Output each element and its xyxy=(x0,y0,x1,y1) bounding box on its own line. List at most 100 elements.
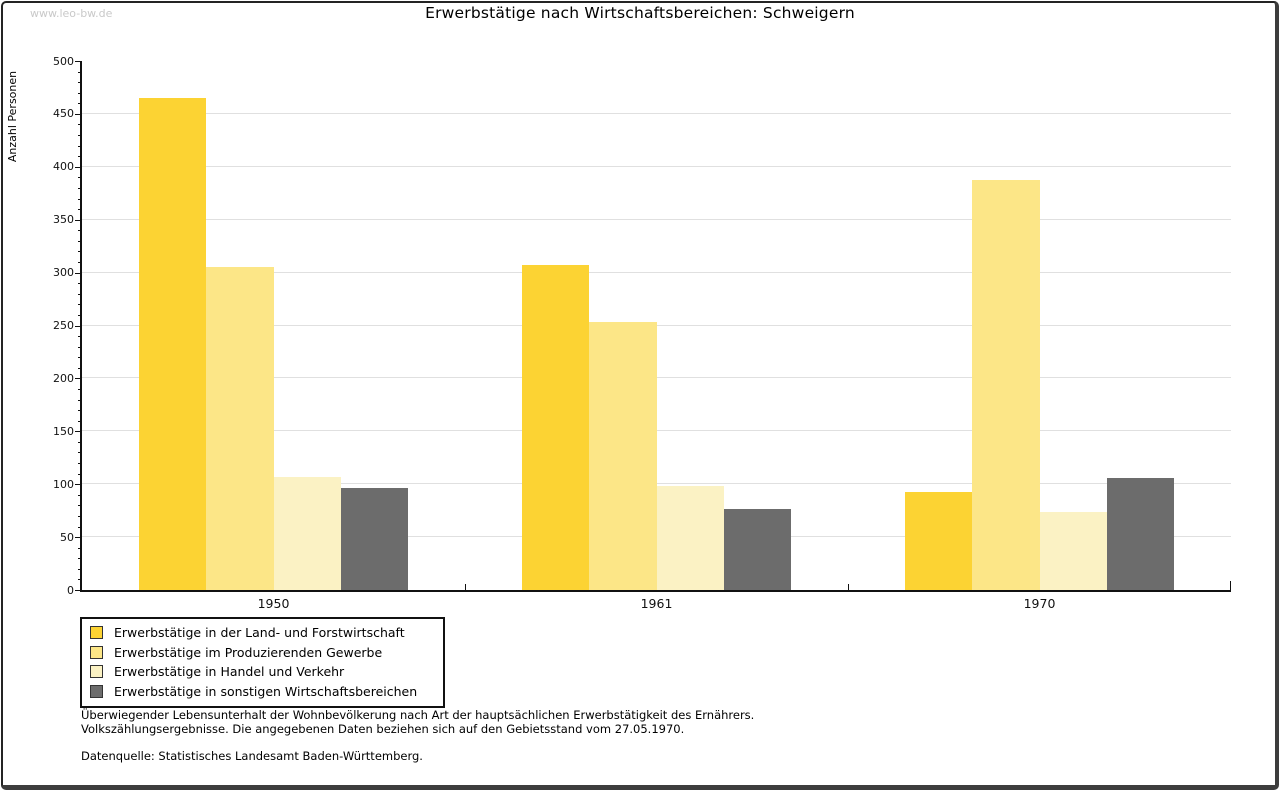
y-minor-tick xyxy=(78,388,82,390)
y-major-tick xyxy=(75,378,82,380)
y-tick-label: 50 xyxy=(60,530,74,544)
y-minor-tick xyxy=(78,135,82,137)
legend-item-label: Erwerbstätige in Handel und Verkehr xyxy=(114,664,345,680)
y-major-tick xyxy=(75,113,82,115)
y-tick-label: 0 xyxy=(67,583,74,597)
bar xyxy=(905,491,973,590)
y-minor-tick xyxy=(78,103,82,105)
y-minor-tick xyxy=(78,304,82,306)
watermark: www.leo-bw.de xyxy=(30,7,113,20)
bar xyxy=(1039,511,1107,590)
y-major-tick xyxy=(75,325,82,327)
y-minor-tick xyxy=(78,420,82,422)
y-major-tick xyxy=(75,166,82,168)
plot-area xyxy=(80,61,1231,592)
legend-swatch xyxy=(90,626,103,640)
y-gridline xyxy=(82,430,1231,432)
bar xyxy=(972,179,1040,590)
y-gridline xyxy=(82,165,1231,167)
legend-item: Erwerbstätige in Handel und Verkehr xyxy=(90,662,433,682)
y-minor-tick xyxy=(78,124,82,126)
legend-item-label: Erwerbstätige im Produzierenden Gewerbe xyxy=(114,644,383,660)
y-minor-tick xyxy=(78,463,82,465)
y-axis-label-text: Anzahl Personen xyxy=(6,70,20,162)
bar xyxy=(340,488,408,590)
bar xyxy=(723,508,791,590)
y-minor-tick xyxy=(78,346,82,348)
y-minor-tick xyxy=(78,473,82,475)
y-major-tick xyxy=(75,272,82,274)
y-axis-label: Anzahl Personen xyxy=(2,58,24,174)
y-major-tick xyxy=(75,484,82,486)
x-category-label: 1961 xyxy=(640,596,673,611)
bar xyxy=(522,265,590,590)
y-minor-tick xyxy=(78,515,82,517)
legend: Erwerbstätige in der Land- und Forstwirt… xyxy=(80,617,445,708)
y-major-tick xyxy=(75,61,82,62)
y-minor-tick xyxy=(78,262,82,264)
bar xyxy=(139,98,207,590)
y-minor-tick xyxy=(78,92,82,94)
legend-swatch xyxy=(90,684,103,698)
x-axis-tick xyxy=(848,584,849,590)
x-category-label: 1950 xyxy=(257,596,290,611)
bar xyxy=(1106,477,1174,590)
y-minor-tick xyxy=(78,71,82,73)
y-minor-tick xyxy=(78,410,82,412)
y-minor-tick xyxy=(78,452,82,454)
legend-item-label: Erwerbstätige in sonstigen Wirtschaftsbe… xyxy=(114,683,418,699)
y-gridline xyxy=(82,377,1231,379)
source-note: Datenquelle: Statistisches Landesamt Bad… xyxy=(81,749,423,763)
x-axis-tick xyxy=(465,584,466,590)
y-minor-tick xyxy=(78,156,82,158)
y-major-tick xyxy=(75,590,82,591)
bar xyxy=(206,267,274,590)
y-minor-tick xyxy=(78,336,82,338)
bar xyxy=(273,476,341,590)
y-tick-label: 250 xyxy=(53,319,74,332)
y-gridline xyxy=(82,271,1231,273)
y-minor-tick xyxy=(78,494,82,496)
y-major-tick xyxy=(75,219,82,221)
y-minor-tick xyxy=(78,547,82,549)
legend-swatch xyxy=(90,645,103,659)
y-minor-tick xyxy=(78,187,82,189)
y-minor-tick xyxy=(78,82,82,84)
y-minor-tick xyxy=(78,293,82,295)
y-minor-tick xyxy=(78,505,82,507)
chart-title: Erwerbstätige nach Wirtschaftsbereichen:… xyxy=(425,4,855,22)
y-gridline xyxy=(82,218,1231,220)
legend-item: Erwerbstätige in sonstigen Wirtschaftsbe… xyxy=(90,682,433,702)
x-category-label: 1970 xyxy=(1023,596,1056,611)
y-tick-label: 150 xyxy=(53,424,74,438)
y-tick-label: 450 xyxy=(53,107,74,121)
y-minor-tick xyxy=(78,209,82,211)
y-minor-tick xyxy=(78,367,82,369)
y-tick-label: 400 xyxy=(53,160,74,174)
y-minor-tick xyxy=(78,145,82,147)
y-tick-label: 100 xyxy=(53,477,74,491)
legend-item: Erwerbstätige im Produzierenden Gewerbe xyxy=(90,643,433,663)
y-minor-tick xyxy=(78,283,82,285)
y-minor-tick xyxy=(78,558,82,560)
y-tick-label: 350 xyxy=(53,213,74,227)
y-major-tick xyxy=(75,537,82,539)
y-major-tick xyxy=(75,431,82,433)
y-minor-tick xyxy=(78,251,82,253)
y-minor-tick xyxy=(78,399,82,401)
y-minor-tick xyxy=(78,357,82,359)
bar xyxy=(656,486,724,590)
footnote-line-2: Volkszählungsergebnisse. Die angegebenen… xyxy=(81,721,685,736)
y-tick-label: 200 xyxy=(53,371,74,385)
y-minor-tick xyxy=(78,230,82,232)
y-minor-tick xyxy=(78,579,82,581)
y-gridline xyxy=(82,324,1231,326)
bar xyxy=(589,322,657,590)
footnote-line-1: Überwiegender Lebensunterhalt der Wohnbe… xyxy=(81,708,755,722)
y-tick-label: 300 xyxy=(53,266,74,280)
y-tick-label: 500 xyxy=(53,54,74,68)
y-minor-tick xyxy=(78,526,82,528)
y-gridline xyxy=(82,483,1231,485)
footnotes: Überwiegender Lebensunterhalt der Wohnbe… xyxy=(81,708,755,764)
